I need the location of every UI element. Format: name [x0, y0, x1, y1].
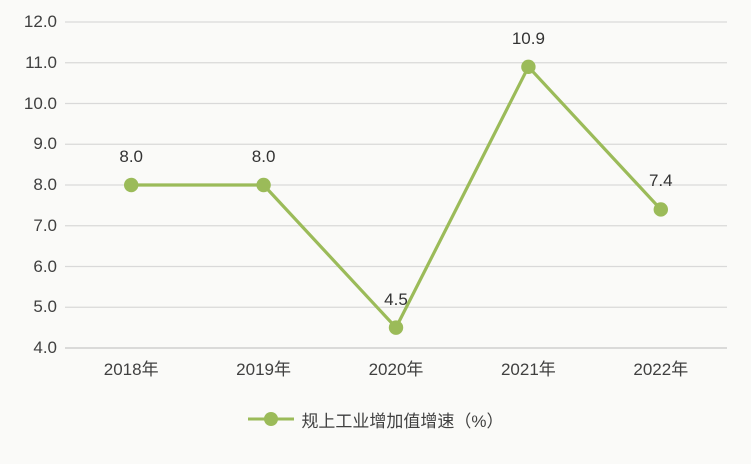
data-point-marker — [256, 177, 271, 193]
y-tick-label: 8.0 — [33, 175, 57, 194]
y-tick-label: 5.0 — [33, 297, 57, 317]
x-tick-label: 2018年 — [103, 360, 159, 379]
series-line — [129, 65, 663, 330]
data-label: 10.9 — [511, 28, 545, 48]
data-label: 7.4 — [648, 171, 673, 191]
y-tick-label: 12.0 — [23, 12, 57, 31]
legend-label: 规上工业增加值增速（%） — [301, 411, 504, 431]
x-tick-label: 2020年 — [368, 360, 424, 379]
y-tick-label: 7.0 — [33, 215, 57, 235]
data-point-marker — [124, 177, 139, 193]
y-tick-label: 6.0 — [33, 256, 57, 276]
x-tick-label: 2021年 — [500, 360, 556, 379]
data-point-marker — [653, 202, 668, 217]
legend-line-marker-icon — [248, 412, 295, 426]
data-label: 8.0 — [119, 147, 143, 166]
y-tick-label: 9.0 — [33, 134, 57, 154]
x-tick-label: 2022年 — [633, 360, 689, 379]
y-tick-label: 4.0 — [33, 338, 57, 357]
data-point-marker — [388, 320, 404, 335]
x-tick-label: 2019年 — [236, 360, 291, 379]
y-tick-label: 10.0 — [23, 93, 57, 113]
data-label: 8.0 — [251, 147, 276, 166]
data-point-marker — [521, 59, 536, 75]
y-tick-label: 11.0 — [25, 52, 57, 72]
legend: 规上工业增加值增速（%） — [0, 405, 751, 433]
data-label: 4.5 — [384, 289, 408, 309]
